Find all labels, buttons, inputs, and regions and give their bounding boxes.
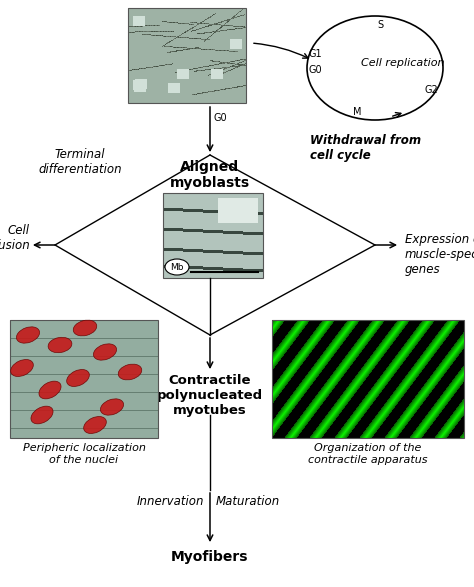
Text: Maturation: Maturation [216,495,280,508]
Bar [272,320,464,438]
Text: Innervation: Innervation [137,495,204,508]
Text: Terminal
differentiation: Terminal differentiation [38,148,122,176]
Ellipse shape [11,359,33,376]
Text: Organization of the
contractile apparatus: Organization of the contractile apparatu… [308,443,428,464]
Text: S: S [377,20,383,30]
Bar [10,320,158,438]
Text: G1: G1 [309,49,323,59]
Text: Contractile
polynucleated
myotubes: Contractile polynucleated myotubes [157,374,263,417]
Text: M: M [353,107,361,117]
Bar [128,8,246,103]
Text: Withdrawal from
cell cycle: Withdrawal from cell cycle [310,134,421,162]
Text: Cell
fusion: Cell fusion [0,224,30,252]
Text: Myofibers: Myofibers [171,550,249,564]
Text: Peripheric localization
of the nuclei: Peripheric localization of the nuclei [23,443,146,464]
Text: Aligned
myoblasts: Aligned myoblasts [170,160,250,190]
Text: G2: G2 [425,85,439,95]
Text: G0: G0 [309,65,323,75]
Ellipse shape [165,259,189,275]
Ellipse shape [73,320,97,336]
Ellipse shape [17,327,39,343]
Ellipse shape [39,381,61,399]
Text: Expression of
muscle-specific
genes: Expression of muscle-specific genes [405,233,474,276]
Ellipse shape [118,364,142,380]
Ellipse shape [31,406,53,424]
Ellipse shape [84,417,106,433]
Ellipse shape [100,399,124,415]
Ellipse shape [48,338,72,353]
Ellipse shape [67,370,89,386]
Ellipse shape [93,344,117,360]
Text: Mb: Mb [170,262,184,272]
Text: G0: G0 [214,113,228,123]
Bar [163,193,263,278]
Text: Cell replication: Cell replication [361,58,445,68]
